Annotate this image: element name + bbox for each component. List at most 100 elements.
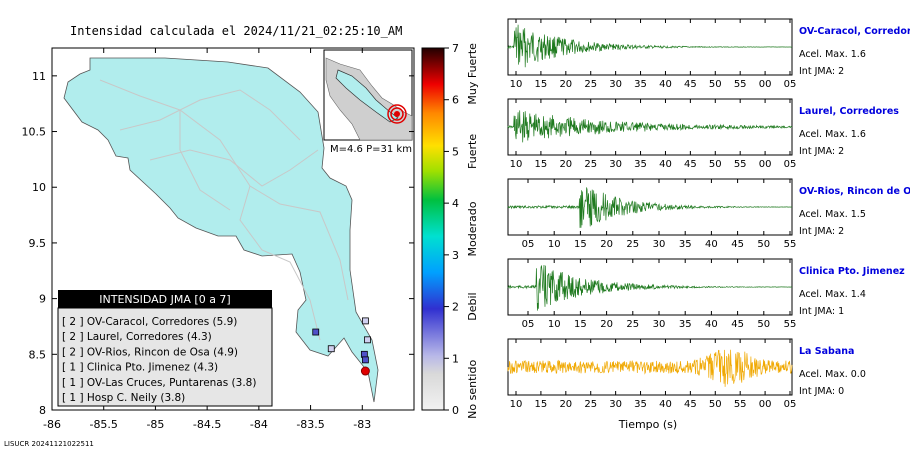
acel-max: Acel. Max. 0.0 (799, 369, 866, 380)
colorbar-category-label: Muy Fuerte (466, 43, 479, 105)
colorbar-tick-label: 3 (452, 249, 459, 262)
station-marker (361, 317, 369, 325)
time-tick-label: 40 (705, 319, 718, 330)
legend-item: [ 1 ] OV-Las Cruces, Puntarenas (3.8) (62, 377, 256, 389)
time-tick-label: 45 (684, 399, 697, 410)
time-tick-label: 50 (709, 79, 722, 90)
time-tick-label: 35 (634, 79, 647, 90)
time-tick-label: 55 (784, 239, 797, 250)
time-tick-label: 40 (659, 79, 672, 90)
costa-rica-land (63, 57, 379, 403)
acel-max: Acel. Max. 1.4 (799, 289, 866, 300)
lat-tick-label: 10.5 (22, 126, 47, 139)
time-tick-label: 15 (574, 319, 587, 330)
time-tick-label: 05 (784, 159, 797, 170)
time-tick-label: 50 (757, 319, 770, 330)
time-tick-label: 45 (684, 159, 697, 170)
time-tick-label: 40 (659, 159, 672, 170)
time-tick-label: 00 (759, 79, 772, 90)
colorbar-tick-label: 2 (452, 301, 459, 314)
colorbar-tick-label: 4 (452, 197, 459, 210)
lat-tick-label: 8 (39, 404, 46, 417)
station-name: OV-Rios, Rincon de Os (799, 186, 910, 197)
time-tick-label: 30 (609, 79, 622, 90)
time-tick-label: 55 (784, 319, 797, 330)
legend-item: [ 2 ] OV-Caracol, Corredores (5.9) (62, 316, 237, 328)
time-tick-label: 20 (559, 399, 572, 410)
colorbar-tick-label: 5 (452, 145, 459, 158)
waveform-trace (507, 110, 793, 143)
time-tick-label: 20 (559, 79, 572, 90)
int-jma: Int JMA: 2 (799, 66, 844, 77)
time-tick-label: 40 (705, 239, 718, 250)
legend-item: [ 2 ] OV-Rios, Rincon de Osa (4.9) (62, 346, 238, 358)
time-tick-label: 15 (535, 399, 548, 410)
time-tick-label: 35 (634, 399, 647, 410)
time-tick-label: 30 (653, 239, 666, 250)
legend-header: INTENSIDAD JMA [0 a 7] (99, 293, 230, 306)
station-name: Clinica Pto. Jimenez (799, 266, 905, 277)
colorbar-tick-label: 6 (452, 94, 459, 107)
lon-tick-label: -85 (146, 418, 164, 431)
inset-label: M=4.6 P=31 km (330, 144, 412, 155)
time-tick-label: 25 (626, 239, 639, 250)
map-title: Intensidad calculada el 2024/11/21_02:25… (70, 24, 402, 38)
int-jma: Int JMA: 0 (799, 386, 844, 397)
time-tick-label: 45 (731, 239, 744, 250)
time-tick-label: 10 (548, 239, 561, 250)
time-tick-label: 05 (522, 239, 535, 250)
colorbar-category-label: Fuerte (466, 134, 479, 169)
lat-tick-label: 11 (32, 70, 46, 83)
time-tick-label: 10 (510, 399, 523, 410)
time-tick-label: 55 (734, 399, 747, 410)
int-jma: Int JMA: 1 (799, 306, 844, 317)
time-tick-label: 00 (759, 159, 772, 170)
lon-tick-label: -84.5 (193, 418, 221, 431)
time-tick-label: 20 (559, 159, 572, 170)
legend-item: [ 1 ] Clinica Pto. Jimenez (4.3) (62, 362, 218, 374)
time-tick-label: 10 (548, 319, 561, 330)
time-tick-label: 15 (535, 79, 548, 90)
time-tick-label: 10 (510, 159, 523, 170)
lon-tick-label: -85.5 (89, 418, 117, 431)
waveform-panel: 10 15 20 25 30 35 40 45 50 55 00 05 La Sabana Acel. M… (507, 338, 866, 410)
waveform-panel: 10 15 20 25 30 35 40 45 50 55 00 05 Laurel, Corredor… (507, 98, 899, 170)
time-tick-label: 05 (784, 399, 797, 410)
station-marker (360, 350, 368, 358)
time-tick-label: 30 (609, 399, 622, 410)
acel-max: Acel. Max. 1.5 (799, 209, 866, 220)
time-tick-label: 35 (679, 319, 692, 330)
time-tick-label: 05 (784, 79, 797, 90)
lon-tick-label: -83 (353, 418, 371, 431)
time-tick-label: 50 (709, 399, 722, 410)
time-tick-label: 35 (679, 239, 692, 250)
epicenter-marker (360, 366, 370, 376)
epicenter-icon (387, 104, 407, 124)
time-tick-label: 10 (510, 79, 523, 90)
colorbar-tick-label: 7 (452, 42, 459, 55)
waveform-trace (507, 24, 793, 68)
lat-tick-label: 9 (39, 293, 46, 306)
station-marker (361, 356, 369, 364)
colorbar-category-label: Moderado (466, 201, 479, 256)
time-tick-label: 35 (634, 159, 647, 170)
lon-tick-label: -83.5 (296, 418, 324, 431)
colorbar-tick-label: 0 (452, 404, 459, 417)
time-tick-label: 55 (734, 159, 747, 170)
time-tick-label: 00 (759, 399, 772, 410)
time-tick-label: 55 (734, 79, 747, 90)
inset-map: M=4.6 P=31 km (323, 49, 413, 155)
lat-tick-label: 10 (32, 181, 46, 194)
waveform-trace (507, 264, 793, 311)
waveform-trace (507, 187, 793, 228)
intensity-legend: INTENSIDAD JMA [0 a 7] [ 2 ] OV-Caracol,… (57, 290, 273, 407)
time-tick-label: 05 (522, 319, 535, 330)
station-name: Laurel, Corredores (799, 106, 899, 117)
waveform-panel: 10 15 20 25 30 35 40 45 50 55 00 05 OV-Caracol, Corr… (507, 18, 910, 90)
colorbar-category-label: Debil (466, 292, 479, 320)
road-network (99, 79, 349, 341)
station-name: OV-Caracol, Corredores (799, 26, 910, 37)
colorbar-tick-label: 1 (452, 352, 459, 365)
intensity-colorbar: 0 1 2 3 4 5 6 7 No sentido Debil Moderado Fuerte Mu… (421, 42, 479, 419)
